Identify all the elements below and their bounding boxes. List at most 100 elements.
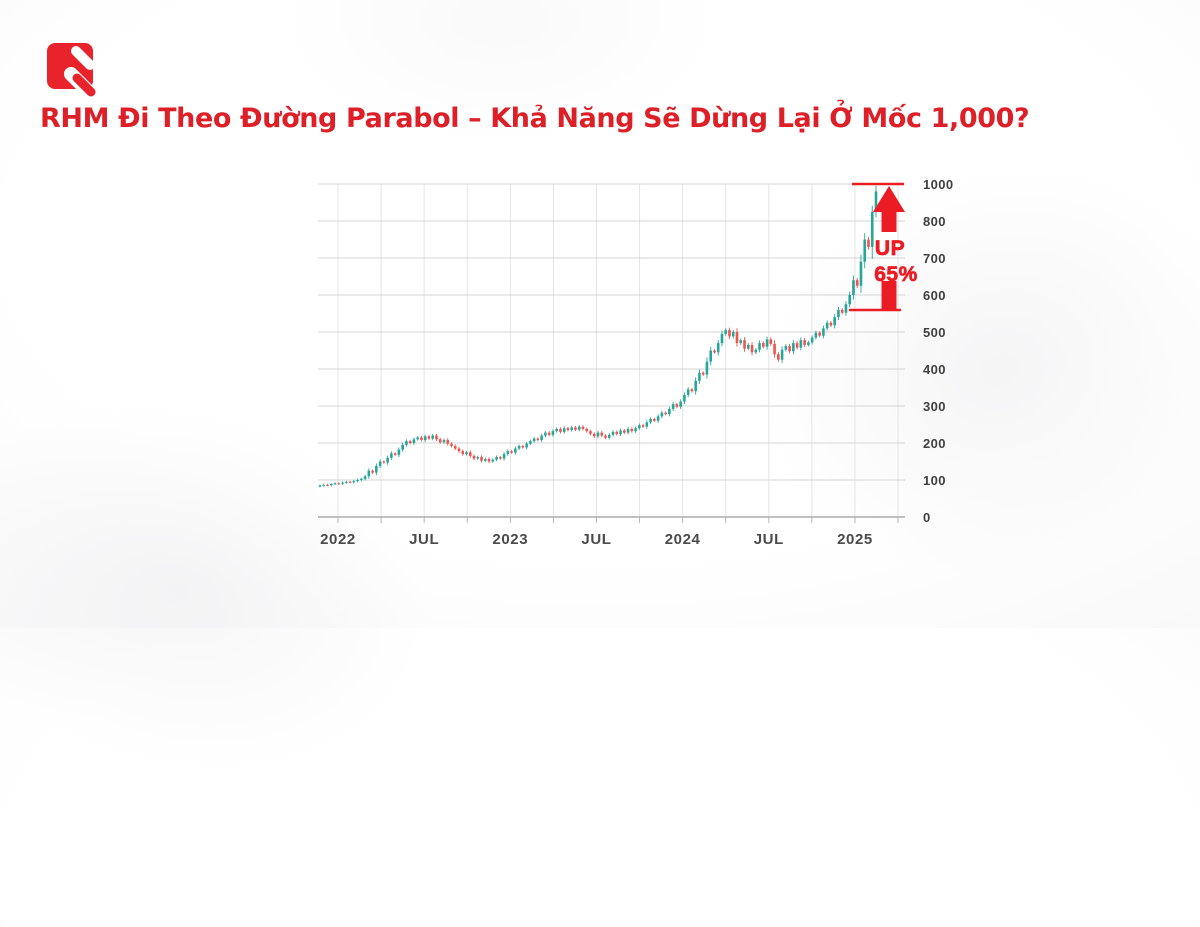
breakout-annotation: UP 65% (849, 182, 918, 312)
annotation-up-label: UP (875, 237, 905, 260)
candle (795, 341, 799, 350)
candle (412, 437, 416, 445)
candle (585, 427, 589, 433)
candle (386, 455, 389, 465)
annotation-percent-label: 65% (874, 263, 918, 286)
candle (547, 431, 551, 437)
candle (344, 480, 348, 484)
candle (393, 452, 397, 457)
candle (833, 314, 836, 329)
x-axis-labels: 2022 JUL 2023 JUL 2024 JUL 2025 (320, 531, 873, 548)
candle (656, 414, 660, 423)
y-axis-label: 600 (923, 288, 946, 303)
candle (720, 330, 724, 347)
candle (521, 444, 525, 449)
candle (562, 426, 566, 434)
candle (499, 455, 502, 460)
candle (356, 478, 359, 483)
candle (540, 433, 543, 443)
candle (341, 481, 344, 485)
x-axis-label: 2025 (837, 531, 873, 548)
candle (551, 429, 555, 437)
candle (716, 339, 720, 356)
candle (822, 325, 825, 339)
candle (577, 425, 581, 432)
candle (743, 337, 746, 352)
candle (683, 392, 686, 405)
brand-logo-icon (47, 43, 98, 101)
candle (758, 340, 761, 353)
candle (468, 450, 472, 458)
x-axis-label: JUL (409, 531, 439, 548)
candle (596, 430, 600, 439)
candle (698, 369, 701, 384)
candle (807, 340, 810, 347)
candles-series (318, 185, 878, 488)
candle (438, 437, 442, 444)
candle (792, 340, 795, 355)
candle (773, 340, 776, 358)
candle (360, 477, 363, 482)
candle (382, 460, 386, 464)
candle (690, 387, 694, 393)
candle (476, 455, 480, 460)
candle (453, 444, 457, 451)
candle (480, 455, 483, 463)
candle (390, 451, 393, 460)
candle (735, 328, 739, 347)
candle (600, 430, 604, 438)
y-axis-label: 700 (923, 251, 946, 266)
candle (780, 346, 784, 364)
candle (859, 254, 863, 293)
candle (329, 482, 333, 487)
candle (634, 426, 637, 433)
candle (465, 450, 468, 456)
candle (427, 434, 431, 441)
candle (855, 277, 859, 289)
candle (829, 321, 833, 327)
candle (423, 434, 427, 442)
candle (461, 449, 465, 456)
y-axis-label: 1000 (923, 177, 954, 192)
candle (653, 417, 656, 423)
candle (529, 439, 532, 446)
candle (630, 427, 634, 433)
y-axis-label: 400 (923, 362, 946, 377)
candle (510, 449, 513, 454)
candle (506, 449, 510, 456)
candle (731, 329, 735, 339)
candle (645, 420, 649, 429)
candle (664, 411, 667, 416)
candle (416, 436, 419, 441)
candle (431, 433, 435, 441)
candle (769, 337, 773, 346)
candle (446, 438, 450, 446)
candle (532, 436, 536, 443)
candle (784, 344, 788, 352)
candle (810, 335, 814, 345)
candle (668, 406, 671, 417)
candle (401, 442, 404, 452)
candle (803, 338, 806, 348)
candle (671, 402, 675, 412)
candle (483, 457, 487, 463)
x-axis-label: JUL (754, 531, 784, 548)
candle (626, 427, 630, 435)
candle (333, 482, 337, 486)
candle (863, 233, 867, 269)
candlestick-chart: 2022 JUL 2023 JUL 2024 JUL 2025 10008007006005… (318, 177, 954, 548)
candle (555, 427, 558, 433)
candle (622, 428, 626, 435)
candle (713, 349, 716, 354)
candle (472, 454, 476, 461)
candle (761, 341, 765, 349)
candle (408, 439, 412, 445)
x-axis-label: 2024 (665, 531, 701, 548)
candle (660, 410, 664, 419)
y-axis-label: 500 (923, 325, 946, 340)
y-axis-label: 300 (923, 399, 946, 414)
candle (559, 427, 562, 434)
candle (581, 425, 585, 431)
candle (641, 423, 645, 429)
